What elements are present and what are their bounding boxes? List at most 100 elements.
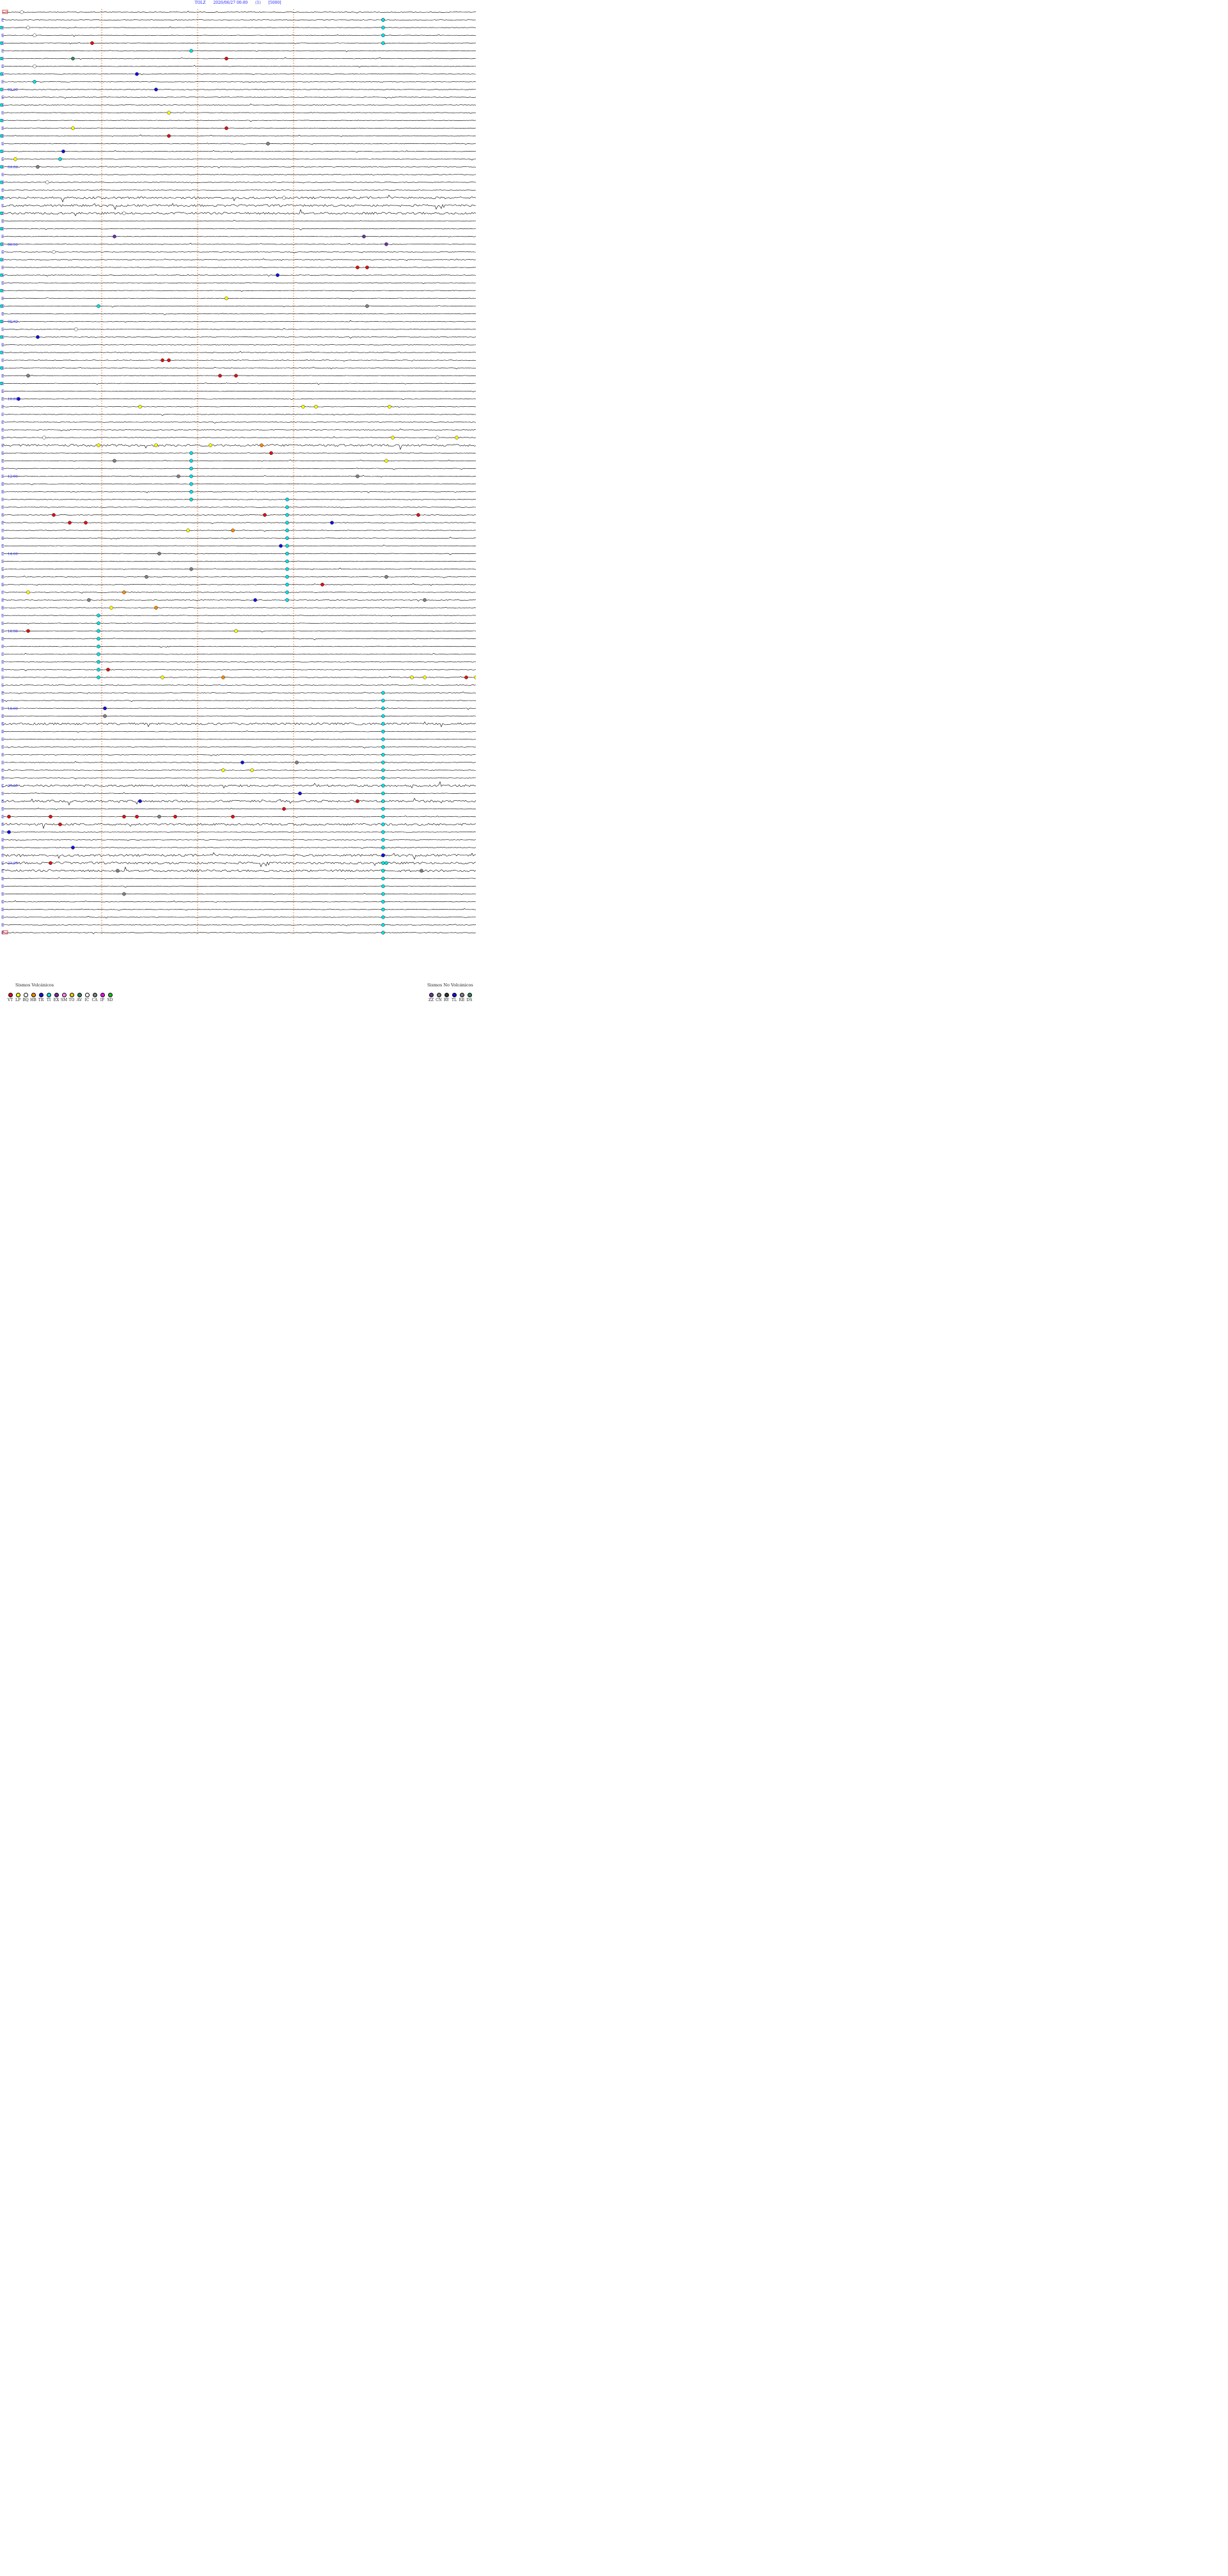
event-marker-vt bbox=[167, 134, 171, 138]
legend-dot-icon bbox=[38, 993, 43, 997]
trace-row bbox=[2, 537, 476, 540]
row-marker bbox=[1, 892, 4, 896]
legend-label: SD bbox=[107, 998, 113, 1002]
tremor-marker bbox=[189, 498, 193, 502]
tremor-marker bbox=[189, 459, 193, 463]
tremor-marker bbox=[285, 536, 289, 541]
row-marker bbox=[1, 869, 4, 873]
event-marker-ti bbox=[189, 49, 193, 53]
legend-label: LP bbox=[15, 998, 21, 1002]
edge-marker bbox=[0, 242, 3, 246]
trace-row bbox=[2, 258, 476, 261]
legend-label: TL bbox=[452, 998, 457, 1002]
row-marker bbox=[1, 436, 4, 439]
row-marker bbox=[1, 374, 4, 377]
trace-row bbox=[2, 615, 476, 617]
row-marker bbox=[1, 853, 4, 857]
tremor-marker bbox=[381, 830, 385, 834]
legend-nonvolcanic: Sismos No Volcánicos ZZ CN RY TL RE DS bbox=[427, 983, 473, 1002]
event-marker-vt bbox=[122, 814, 126, 819]
event-marker-vt bbox=[356, 265, 359, 269]
row-marker bbox=[1, 250, 4, 254]
trace-row bbox=[2, 522, 476, 525]
event-marker-ca bbox=[36, 165, 40, 169]
tremor-marker bbox=[285, 505, 289, 509]
trace-row bbox=[2, 209, 476, 216]
trace-row bbox=[2, 429, 476, 431]
row-marker bbox=[1, 235, 4, 239]
row-marker bbox=[1, 838, 4, 842]
edge-marker bbox=[0, 103, 3, 107]
row-marker bbox=[1, 613, 4, 617]
event-marker-ca bbox=[157, 551, 161, 556]
event-marker-ic bbox=[33, 64, 36, 68]
hour-label: 04:00 bbox=[8, 166, 18, 170]
row-marker bbox=[1, 699, 4, 702]
edge-marker bbox=[0, 304, 3, 308]
trace-row bbox=[2, 421, 476, 423]
tremor-marker bbox=[381, 784, 385, 788]
legend-dot-icon bbox=[8, 993, 13, 997]
trace-row bbox=[2, 297, 476, 299]
tremor-marker bbox=[189, 474, 193, 478]
event-marker-ca bbox=[26, 374, 30, 378]
legend-volcanic-title: Sismos Volcánicos bbox=[15, 983, 54, 988]
event-marker-vt bbox=[416, 513, 420, 517]
event-marker-vt bbox=[49, 814, 52, 819]
event-marker-tr bbox=[135, 72, 139, 76]
event-marker-tr bbox=[276, 273, 279, 277]
event-marker-lp bbox=[71, 126, 75, 130]
event-marker-lp bbox=[410, 676, 414, 679]
event-marker-tr bbox=[36, 335, 40, 339]
row-marker bbox=[1, 815, 4, 818]
hour-label: 14:00 bbox=[8, 552, 18, 556]
edge-marker bbox=[0, 88, 3, 91]
legend-label: EX bbox=[53, 998, 59, 1002]
row-marker bbox=[1, 861, 4, 865]
edge-marker bbox=[0, 273, 3, 277]
row-marker bbox=[1, 49, 4, 52]
event-marker-tr bbox=[298, 791, 302, 796]
legend-label: TR bbox=[38, 998, 44, 1002]
row-marker bbox=[1, 915, 4, 919]
boundary-marker bbox=[2, 10, 8, 14]
trace-row bbox=[3, 560, 476, 562]
event-marker-vt bbox=[234, 374, 238, 378]
trace-row bbox=[2, 73, 476, 75]
trace-row bbox=[2, 96, 476, 99]
trace-row bbox=[2, 235, 476, 238]
event-marker-lp bbox=[474, 676, 476, 679]
event-marker-tr bbox=[7, 830, 11, 834]
hour-label: 22:00 bbox=[8, 862, 18, 865]
legend-nonvolcanic-items: ZZ CN RY TL RE DS bbox=[427, 993, 473, 1002]
row-marker bbox=[1, 413, 4, 416]
event-marker-tr bbox=[61, 149, 65, 154]
event-marker-ic bbox=[436, 436, 439, 439]
row-marker bbox=[1, 761, 4, 764]
row-marker bbox=[1, 885, 4, 888]
trace-row bbox=[2, 506, 476, 509]
tremor-marker bbox=[381, 884, 385, 889]
legend-volc-ic: IC bbox=[83, 993, 91, 1002]
tremor-marker bbox=[285, 521, 289, 525]
row-marker bbox=[1, 188, 4, 192]
row-marker bbox=[1, 142, 4, 145]
trace-row bbox=[2, 908, 476, 911]
row-marker bbox=[1, 490, 4, 494]
event-marker-vt bbox=[224, 126, 228, 130]
trace-row bbox=[2, 468, 476, 470]
trace-row bbox=[2, 852, 476, 860]
legend-volc-if: IF bbox=[98, 993, 106, 1002]
scale-label: [5000] bbox=[268, 1, 281, 5]
row-marker bbox=[1, 846, 4, 849]
legend-dot-icon bbox=[452, 993, 457, 997]
event-marker-lp bbox=[391, 436, 395, 439]
row-marker bbox=[1, 65, 4, 68]
trace-row bbox=[2, 924, 476, 926]
event-marker-ic bbox=[45, 180, 49, 184]
event-marker-ca bbox=[266, 141, 270, 146]
trace-row bbox=[2, 731, 476, 733]
trace-row bbox=[2, 174, 476, 176]
event-marker-lp bbox=[388, 404, 391, 409]
trace-row bbox=[2, 781, 476, 789]
